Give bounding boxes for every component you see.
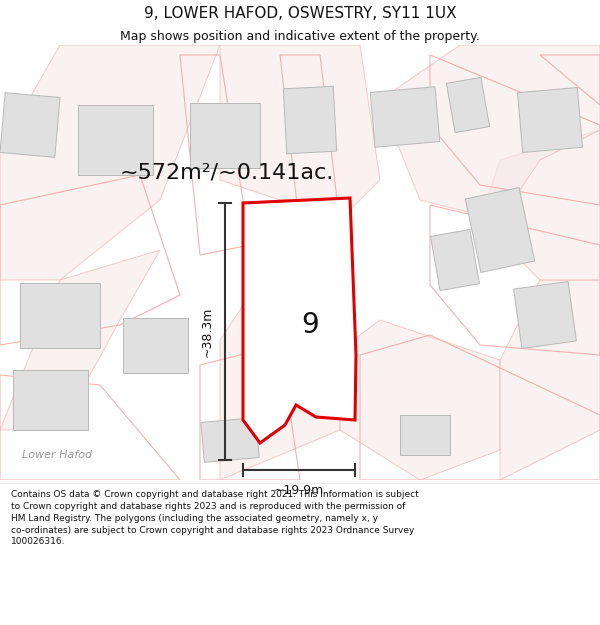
Polygon shape	[0, 92, 60, 158]
Polygon shape	[13, 370, 88, 430]
Polygon shape	[122, 318, 187, 372]
Polygon shape	[201, 418, 259, 462]
Polygon shape	[380, 45, 600, 220]
Polygon shape	[480, 130, 600, 280]
Polygon shape	[190, 102, 260, 168]
Polygon shape	[517, 88, 583, 152]
Polygon shape	[243, 198, 356, 443]
Polygon shape	[370, 87, 440, 148]
Polygon shape	[340, 320, 500, 480]
Text: Lower Hafod: Lower Hafod	[22, 450, 92, 460]
Polygon shape	[514, 281, 577, 349]
Polygon shape	[466, 188, 535, 272]
Text: Map shows position and indicative extent of the property.: Map shows position and indicative extent…	[120, 31, 480, 43]
Polygon shape	[287, 240, 343, 310]
Polygon shape	[220, 280, 340, 480]
Text: ~19.9m: ~19.9m	[274, 484, 324, 497]
Polygon shape	[298, 335, 343, 375]
Text: ~38.3m: ~38.3m	[200, 306, 214, 357]
Text: ~572m²/~0.141ac.: ~572m²/~0.141ac.	[120, 163, 334, 183]
Polygon shape	[500, 280, 600, 480]
Polygon shape	[0, 250, 160, 430]
Polygon shape	[0, 45, 220, 280]
Text: 9, LOWER HAFOD, OSWESTRY, SY11 1UX: 9, LOWER HAFOD, OSWESTRY, SY11 1UX	[143, 6, 457, 21]
Polygon shape	[400, 415, 450, 455]
Text: Contains OS data © Crown copyright and database right 2021. This information is : Contains OS data © Crown copyright and d…	[11, 490, 419, 546]
Text: 9: 9	[301, 311, 319, 339]
Polygon shape	[283, 86, 337, 154]
Polygon shape	[220, 45, 380, 220]
Polygon shape	[431, 229, 479, 291]
Polygon shape	[446, 78, 490, 132]
Polygon shape	[20, 282, 100, 348]
Polygon shape	[77, 105, 152, 175]
